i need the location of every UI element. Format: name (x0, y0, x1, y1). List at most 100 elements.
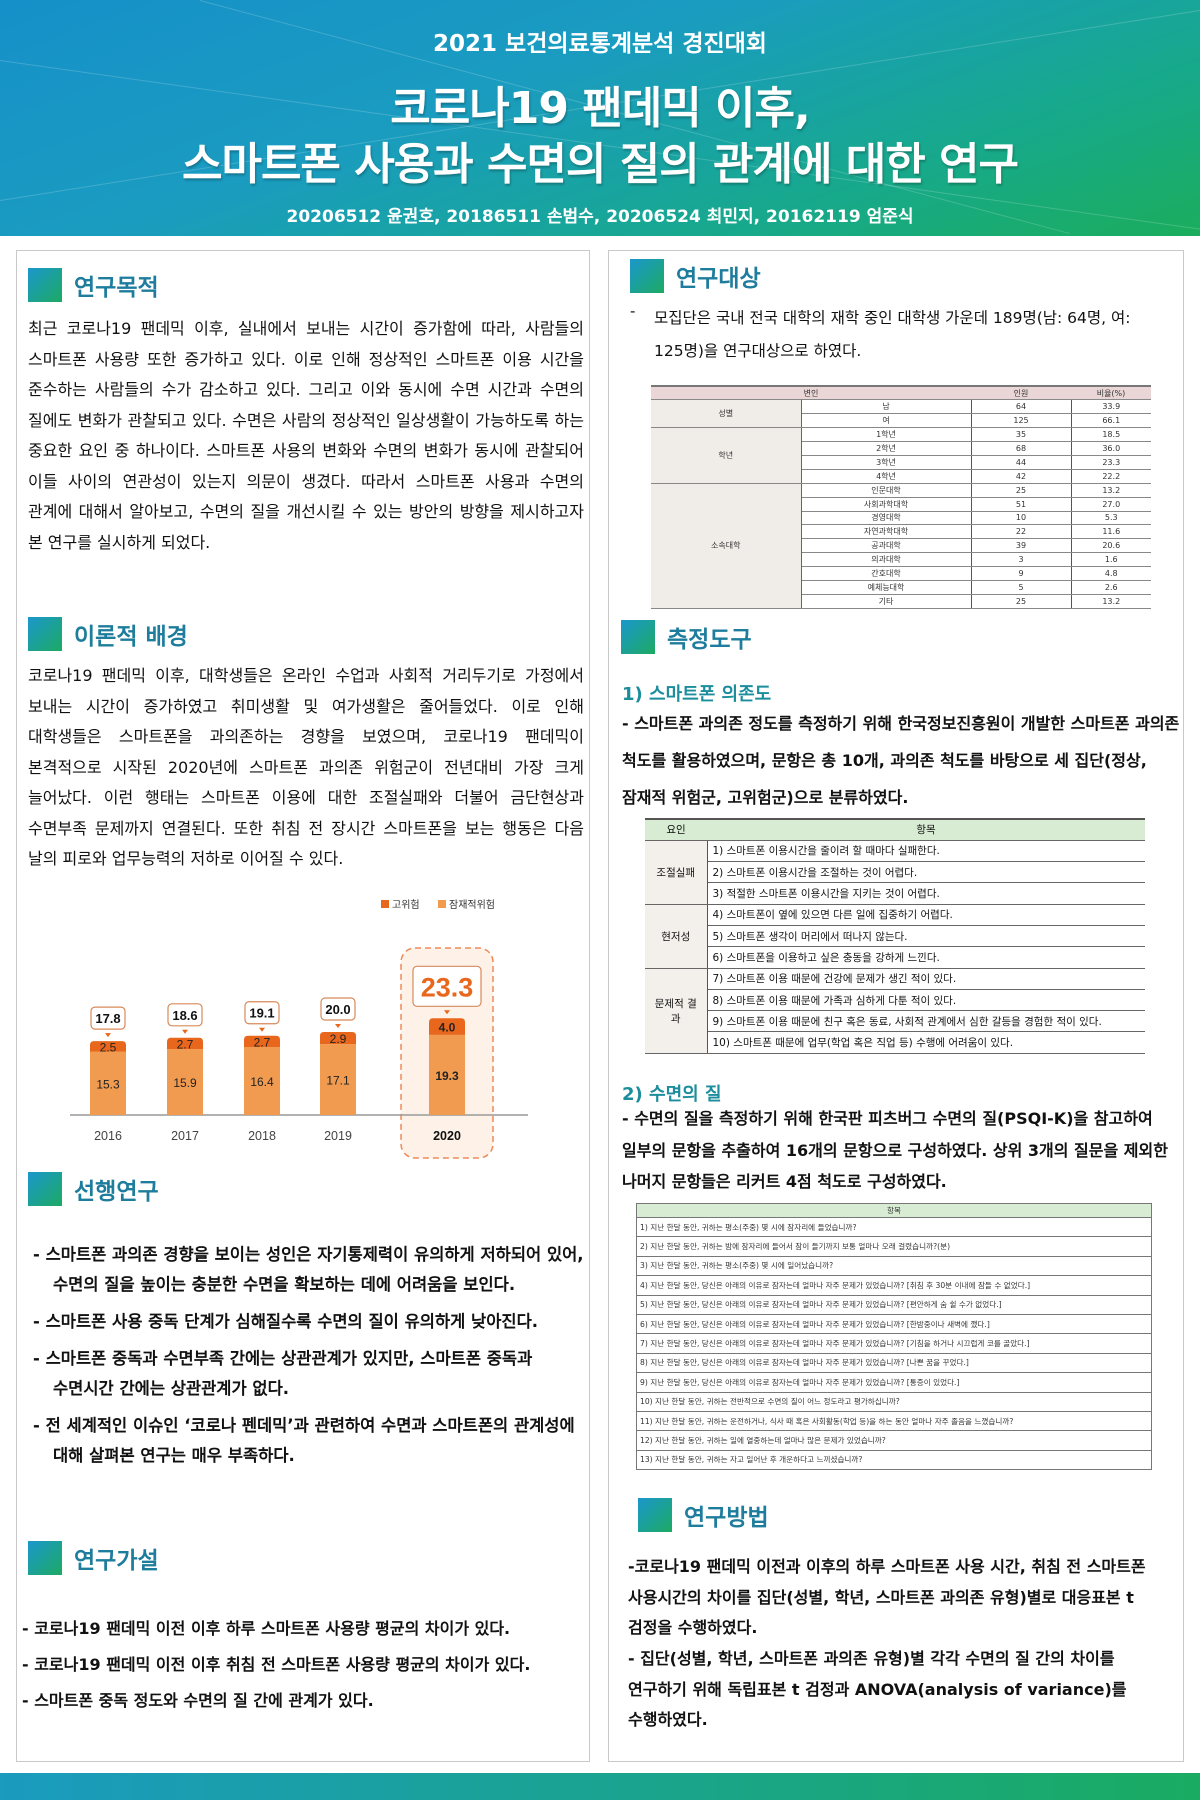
item-cell: 8) 지난 한달 동안, 당신은 아래의 이유로 잠자는데 얼마나 자주 문제가… (636, 1352, 1152, 1374)
item-cell: 2) 스마트폰 이용시간을 조절하는 것이 어렵다. (707, 861, 1145, 884)
factor-cell: 조절실패 (645, 840, 708, 905)
smartphone-dependence-text: - 스마트폰 과의존 정도를 측정하기 위해 한국정보진흥원이 개발한 스마트폰… (622, 714, 1180, 807)
potential-value-label: 17.1 (326, 1074, 350, 1088)
table-cell: 11.6 (1071, 524, 1151, 540)
table-row: 13) 지난 한달 동안, 귀하는 자고 일어난 후 개운하다고 느끼셨습니까? (636, 1449, 1152, 1471)
table-cell: 남 (801, 399, 972, 415)
table-cell: 5 (971, 580, 1072, 595)
section-subjects-heading: 연구대상 (630, 259, 761, 293)
item-cell: 6) 스마트폰을 이용하고 싶은 충동을 강하게 느낀다. (707, 946, 1145, 969)
item-cell: 4) 스마트폰이 옆에 있으면 다른 일에 집중하기 어렵다. (707, 904, 1145, 926)
table-row: 소속대학 인문대학 25 13.2 (651, 483, 1151, 609)
section-title: 이론적 배경 (74, 624, 188, 650)
table-row: 6) 지난 한달 동안, 당신은 아래의 이유로 잠자는데 얼마나 자주 문제가… (636, 1313, 1152, 1335)
method-text-2: - 집단(성별, 학년, 스마트폰 과의존 유형)별 각각 수면의 질 간의 차… (628, 1649, 1127, 1729)
table-cell: 51 (971, 497, 1072, 512)
table-header-row: 항목 (636, 1203, 1152, 1218)
section-background-heading: 이론적 배경 (28, 617, 188, 651)
table-cell: 의과대학 (801, 552, 972, 568)
table-cell: 18.5 (1071, 427, 1151, 443)
table-row: 2) 스마트폰 이용시간을 조절하는 것이 어렵다. (645, 861, 1145, 884)
section-square-icon (28, 1541, 62, 1575)
table-cell: 4학년 (801, 469, 972, 484)
table-cell: 1학년 (801, 427, 972, 443)
smartphone-dependence-subheading: 1) 스마트폰 의존도 (622, 684, 772, 705)
high-value-label: 2.7 (177, 1037, 194, 1051)
table-cell: 39 (971, 538, 1072, 554)
section-square-icon (638, 1498, 672, 1532)
year-tick-label: 2016 (94, 1129, 122, 1143)
factor-cell: 문제적 결과 (645, 968, 708, 1054)
total-value-label: 20.0 (325, 1002, 350, 1017)
table-cell: 5.3 (1071, 511, 1151, 526)
section-tools-heading: 측정도구 (621, 620, 752, 654)
bar-high-risk (167, 1037, 203, 1050)
total-callout (167, 1003, 203, 1027)
section-hypothesis-heading: 연구가설 (28, 1541, 159, 1575)
year-tick-label: 2019 (324, 1129, 352, 1143)
hypothesis-list: - 코로나19 팬데믹 이전 이후 하루 스마트폰 사용량 평균의 차이가 있다… (22, 1614, 592, 1723)
table-cell: 66.1 (1071, 413, 1151, 429)
table-cell: 27.0 (1071, 497, 1151, 512)
table-row: 학년 1학년 35 18.5 (651, 427, 1151, 484)
item-cell: 3) 적절한 스마트폰 이용시간을 지키는 것이 어렵다. (707, 882, 1145, 905)
table-cell: 예체능대학 (801, 580, 972, 595)
table-cell: 68 (971, 441, 1072, 456)
table-cell: 33.9 (1071, 399, 1151, 415)
table-cell: 10 (971, 511, 1072, 526)
list-item: - 스마트폰 중독과 수면부족 간에는 상관관계가 있지만, 스마트폰 중독과 … (33, 1349, 533, 1398)
column-header: 항목 (636, 1203, 1152, 1218)
callout-pointer (444, 1010, 450, 1015)
bar-potential-risk (167, 1049, 203, 1115)
smartphone-scale-table: 요인 항목 조절실패 1) 스마트폰 이용시간을 줄이려 할 때마다 실패한다. 2) … (645, 817, 1145, 1054)
group-cell: 성별 (651, 399, 802, 429)
total-callout (320, 997, 356, 1021)
column-header: 항목 (707, 817, 1145, 841)
table-cell: 공과대학 (801, 538, 972, 554)
column-header: 변인 (651, 385, 971, 401)
section-square-icon (28, 1172, 62, 1206)
item-cell: 11) 지난 한달 동안, 귀하는 운전하거나, 식사 때 혹은 사회활동(학업… (636, 1410, 1152, 1432)
table-row: 문제적 결과 7) 스마트폰 이용 때문에 건강에 문제가 생긴 적이 있다. (645, 968, 1145, 1054)
background-text: 코로나19 팬데믹 이후, 대학생들은 온라인 수업과 사회적 거리두기로 가정… (28, 666, 584, 868)
section-title: 선행연구 (74, 1179, 159, 1205)
total-value-label: 18.6 (172, 1008, 197, 1023)
list-item: - 스마트폰 중독 정도와 수면의 질 간에 관계가 있다. (22, 1691, 374, 1710)
table-cell: 44 (971, 455, 1072, 470)
potential-value-label: 19.3 (435, 1069, 459, 1083)
list-item: - 스마트폰 사용 중독 단계가 심해질수록 수면의 질이 유의하게 낮아진다. (33, 1312, 539, 1331)
bar-high-risk (90, 1041, 126, 1052)
potential-value-label: 15.9 (173, 1076, 197, 1090)
table-row: 11) 지난 한달 동안, 귀하는 운전하거나, 식사 때 혹은 사회활동(학업… (636, 1410, 1152, 1432)
total-value-label: 19.1 (249, 1006, 274, 1021)
contest-name: 2021 보건의료통계분석 경진대회 (433, 31, 767, 57)
table-row: 공과대학 39 20.6 (651, 538, 1151, 554)
poster-header: 2021 보건의료통계분석 경진대회 코로나19 팬데믹 이후, 스마트폰 사용… (0, 0, 1200, 236)
table-cell: 35 (971, 427, 1072, 443)
prior-research-list: - 스마트폰 과의존 경향을 보이는 성인은 자기통제력이 유의하게 저하되어 … (33, 1240, 589, 1478)
table-row: 조절실패 1) 스마트폰 이용시간을 줄이려 할 때마다 실패한다. (645, 840, 1145, 905)
section-square-icon (630, 259, 664, 293)
total-value-label: 17.8 (95, 1011, 120, 1026)
item-cell: 1) 지난 한달 동안, 귀하는 평소(주중) 몇 시에 잠자리에 들었습니까? (636, 1216, 1152, 1238)
authors: 20206512 윤권호, 20186511 손범수, 20206524 최민지… (286, 207, 914, 227)
item-cell: 9) 지난 한달 동안, 당신은 아래의 이유로 잠자는데 얼마나 자주 문제가… (636, 1372, 1152, 1393)
item-cell: 5) 스마트폰 생각이 머리에서 떠나지 않는다. (707, 925, 1145, 948)
table-row: 3) 적절한 스마트폰 이용시간을 지키는 것이 어렵다. (645, 882, 1145, 905)
table-cell: 기타 (801, 594, 972, 609)
footer-band (0, 1773, 1200, 1800)
section-title: 연구가설 (74, 1548, 159, 1574)
list-item: - 전 세계적인 이슈인 ‘코로나 펜데믹’과 관련하여 수면과 스마트폰의 관… (33, 1416, 575, 1465)
year-tick-label: 2018 (248, 1129, 276, 1143)
high-value-label: 2.5 (100, 1040, 117, 1054)
item-cell: 10) 지난 한달 동안, 귀하는 전반적으로 수면의 질이 어느 정도라고 평… (636, 1391, 1152, 1412)
section-title: 연구목적 (74, 275, 159, 301)
legend-label-high: 고위험 (392, 898, 420, 911)
item-cell: 1) 스마트폰 이용시간을 줄이려 할 때마다 실패한다. (707, 840, 1145, 863)
high-value-label: 2.9 (330, 1032, 347, 1046)
section-square-icon (28, 268, 62, 302)
section-title: 연구방법 (684, 1505, 769, 1531)
year-tick-label: 2017 (171, 1129, 199, 1143)
left-panel (16, 250, 590, 1762)
table-cell: 23.3 (1071, 455, 1151, 470)
